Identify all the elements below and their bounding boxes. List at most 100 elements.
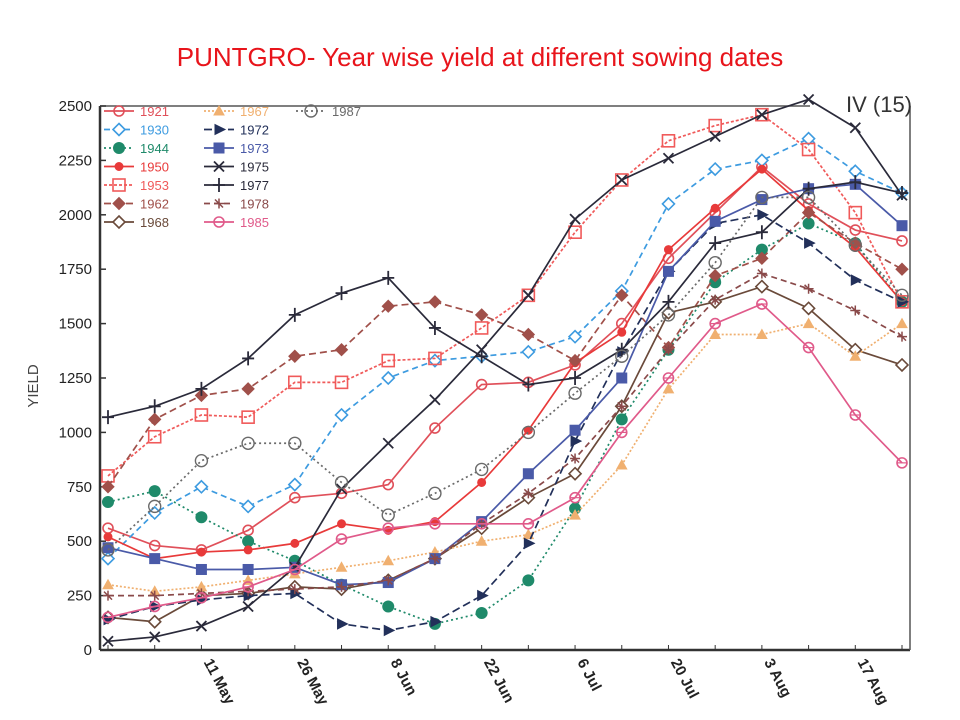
data-point [662, 265, 674, 277]
data-point [194, 453, 209, 468]
y-tick-label: 1250 [59, 370, 92, 387]
data-point [103, 532, 113, 542]
data-point [148, 539, 161, 552]
data-point [240, 499, 256, 514]
y-tick-label: 1500 [59, 316, 92, 333]
x-tick-label: 22 Jun [480, 656, 517, 706]
data-point [523, 537, 536, 550]
data-point [102, 578, 114, 590]
legend-item: 1962 [104, 197, 169, 212]
data-point [756, 109, 768, 121]
data-point [802, 217, 815, 230]
y-axis-label: YIELD [25, 364, 42, 408]
data-point [474, 462, 489, 477]
data-point [101, 543, 115, 557]
data-point [850, 305, 861, 316]
legend-label: 1968 [140, 215, 169, 230]
series-1953 [101, 107, 909, 483]
data-point [521, 288, 536, 303]
data-point [102, 635, 114, 647]
data-point [894, 357, 910, 373]
data-point [708, 255, 722, 270]
data-point [213, 178, 225, 192]
data-point [567, 466, 583, 481]
series-line [107, 113, 903, 477]
data-point [112, 196, 126, 211]
data-point [112, 178, 126, 192]
legend-label: 1944 [140, 141, 169, 156]
data-point [710, 294, 721, 305]
data-point [663, 245, 673, 255]
data-point [335, 561, 348, 572]
data-point [661, 196, 676, 212]
legend-label: 1921 [140, 104, 169, 119]
data-point [147, 429, 162, 444]
data-point [288, 375, 302, 390]
y-tick-label: 1750 [59, 261, 92, 278]
legend-label: 1987 [332, 104, 361, 119]
series-1967 [102, 317, 908, 596]
y-tick-label: 2500 [59, 98, 92, 115]
series-1962 [101, 205, 909, 494]
data-point [241, 436, 255, 450]
series-line [107, 183, 903, 586]
data-point [382, 600, 395, 613]
data-point [241, 410, 255, 424]
data-point [148, 399, 161, 414]
data-point [849, 175, 862, 190]
data-point [111, 214, 127, 230]
data-point [381, 508, 395, 522]
data-point [196, 547, 206, 557]
data-point [428, 295, 442, 309]
data-point [663, 344, 674, 355]
data-point [383, 624, 396, 637]
series-line [107, 285, 903, 623]
data-point [756, 328, 768, 339]
chart-container: 0 250 500 750 1000 1250 1500 1750 2000 2250 2500 11… [0, 86, 960, 720]
series-line [107, 213, 903, 632]
data-point [242, 600, 254, 613]
data-point [149, 590, 160, 601]
data-point [708, 118, 722, 133]
data-point [289, 584, 300, 595]
data-point [709, 236, 722, 251]
series-line [107, 222, 903, 625]
data-point [802, 93, 815, 106]
data-point [662, 294, 675, 309]
data-point [849, 122, 861, 134]
data-point [896, 186, 908, 201]
data-point [242, 535, 255, 548]
data-point [337, 519, 347, 529]
y-tick-label: 250 [67, 588, 92, 605]
data-point [288, 307, 301, 322]
legend-label: 1950 [140, 160, 169, 175]
data-point [243, 545, 253, 555]
legend-label: 1967 [240, 104, 269, 119]
series-line [107, 165, 903, 551]
x-tick-label: 20 Jul [667, 656, 702, 702]
series-1944 [102, 217, 908, 630]
data-point [755, 251, 769, 266]
data-point [474, 321, 489, 335]
series-1968 [100, 279, 910, 629]
data-point [381, 370, 396, 386]
data-point [213, 142, 225, 154]
data-point [430, 615, 443, 628]
data-point [708, 269, 722, 283]
series-line [108, 272, 903, 597]
data-point [287, 477, 302, 492]
data-point [569, 424, 581, 436]
data-point [149, 631, 161, 643]
data-point [381, 299, 395, 313]
data-point [521, 327, 536, 342]
data-point [241, 382, 255, 396]
data-point [569, 213, 581, 225]
legend-label: 1975 [240, 160, 269, 175]
data-point [290, 538, 300, 548]
legend-item: 1950 [104, 160, 169, 175]
data-point [850, 274, 863, 286]
data-point [568, 353, 582, 368]
legend-label: 1973 [240, 141, 269, 156]
legend-item: 1985 [204, 215, 269, 230]
legend-item: 1930 [104, 122, 169, 138]
